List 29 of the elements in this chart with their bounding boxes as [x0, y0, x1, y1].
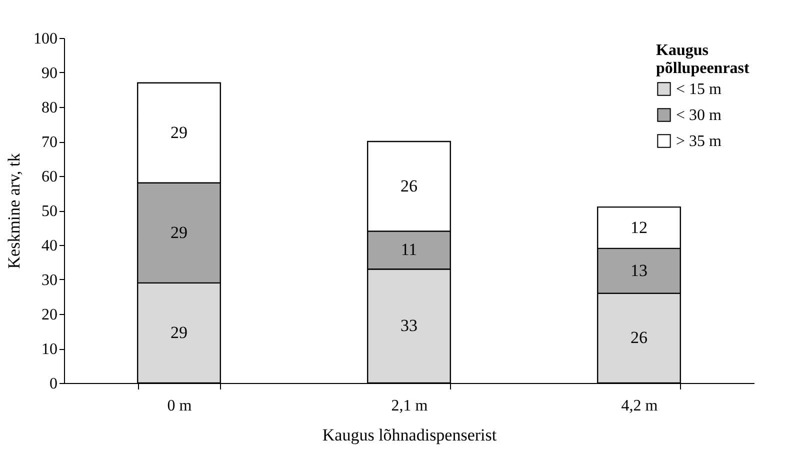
data-label: 11: [400, 240, 418, 260]
y-tick-label: 90: [42, 65, 58, 82]
data-label: 29: [170, 222, 188, 242]
y-axis-title: Keskmine arv, tk: [4, 152, 24, 269]
y-tick-label: 80: [42, 100, 58, 116]
x-tick-label: 0 m: [167, 398, 192, 414]
y-tick-label: 50: [42, 203, 58, 220]
y-tick-label: 10: [42, 341, 58, 358]
y-tick-label: 20: [42, 306, 58, 324]
y-tick-label: 60: [42, 168, 58, 186]
data-label: 33: [400, 316, 418, 336]
legend-label: < 15 m: [676, 81, 722, 98]
x-tick-label: 4,2 m: [621, 398, 658, 414]
data-label: 26: [630, 328, 648, 348]
y-tick-label: 70: [42, 134, 58, 151]
y-tick-label: 100: [34, 30, 58, 48]
x-tick-label: 2,1 m: [391, 398, 428, 414]
data-label: 29: [170, 122, 188, 142]
x-axis-title: Kaugus lõhnadispenserist: [322, 426, 497, 444]
data-label: 12: [630, 218, 648, 237]
data-label: 26: [400, 176, 418, 196]
y-tick-label: 30: [42, 272, 58, 289]
data-label: 13: [630, 260, 648, 280]
y-tick-label: 0: [50, 376, 58, 392]
legend-label: > 35 m: [676, 133, 722, 150]
legend-title: Kaugus põllupeenrast: [656, 42, 750, 77]
legend-label: < 30 m: [676, 107, 722, 124]
y-tick-label: 40: [42, 238, 58, 254]
data-label: 29: [170, 322, 188, 342]
